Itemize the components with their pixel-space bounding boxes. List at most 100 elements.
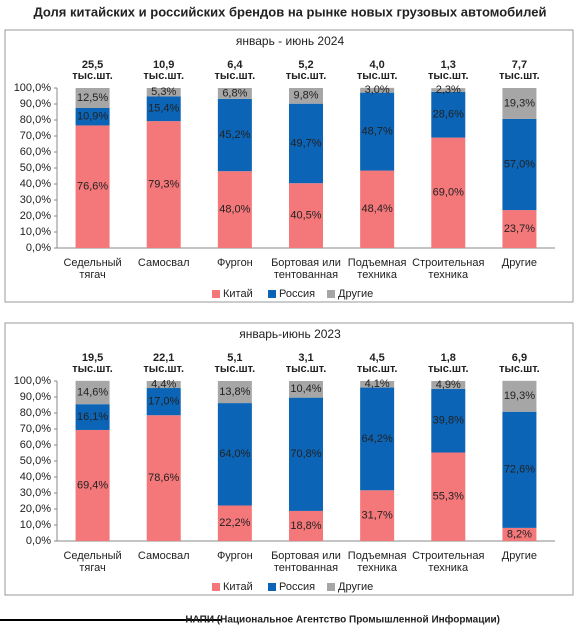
- y-tick-label: 80,0%: [20, 407, 51, 419]
- chart-subtitle: январь-июнь 2023: [239, 327, 341, 341]
- data-label: 10,4%: [290, 383, 321, 395]
- data-label: 4,4%: [151, 378, 176, 390]
- total-unit: тыс.шт.: [143, 70, 184, 82]
- x-tick-label: Седельный тягач: [63, 550, 122, 574]
- bar-segment: [502, 380, 537, 412]
- legend-label: Другие: [338, 288, 373, 300]
- data-label: 49,7%: [290, 137, 321, 149]
- x-tick-label: Подъемная техника: [347, 257, 407, 281]
- data-label: 72,6%: [504, 464, 535, 476]
- bar-segment: [217, 88, 252, 99]
- source: НАПИ (Национальное Агентство Промышленно…: [185, 614, 500, 626]
- bar-segment: [75, 429, 110, 541]
- bar-segment: [146, 381, 181, 389]
- x-tick-label: Самосвал: [137, 550, 190, 562]
- bar-segment: [75, 108, 110, 126]
- bar-segment: [217, 403, 252, 506]
- y-tick-label: 60,0%: [20, 146, 51, 158]
- data-label: 15,4%: [148, 103, 179, 115]
- bar-segment: [431, 137, 466, 248]
- data-label: 69,4%: [77, 479, 108, 491]
- bar-segment: [146, 415, 181, 541]
- bar-segment: [217, 505, 252, 541]
- bar-segment: [431, 91, 466, 138]
- total-unit: тыс.шт.: [428, 363, 469, 375]
- bar-segment: [360, 92, 395, 171]
- y-tick-label: 100,0%: [14, 375, 52, 387]
- total-label: 7,7: [512, 59, 527, 71]
- bar-segment: [431, 452, 466, 541]
- data-label: 5,3%: [151, 86, 176, 98]
- total-unit: тыс.шт.: [286, 70, 327, 82]
- chart-frame: [4, 29, 574, 303]
- legend-label: Россия: [279, 288, 315, 300]
- bar-segment: [502, 88, 537, 119]
- data-label: 40,5%: [290, 210, 321, 222]
- data-label: 16,1%: [77, 411, 108, 423]
- bar-segment: [146, 88, 181, 97]
- x-tick-label: Седельный тягач: [63, 257, 122, 281]
- bar-segment: [146, 96, 181, 122]
- data-label: 48,0%: [219, 204, 250, 216]
- total-label: 25,5: [82, 59, 103, 71]
- data-label: 45,2%: [219, 129, 250, 141]
- y-tick-label: 30,0%: [20, 487, 51, 499]
- x-tick-label: Строительная техника: [412, 257, 485, 281]
- total-unit: тыс.шт.: [357, 363, 398, 375]
- y-tick-label: 90,0%: [20, 98, 51, 110]
- total-unit: тыс.шт.: [286, 363, 327, 375]
- bar-segment: [502, 210, 537, 248]
- data-label: 69,0%: [433, 187, 464, 199]
- data-label: 4,9%: [436, 379, 461, 391]
- chart-subtitle: январь - июнь 2024: [236, 34, 345, 48]
- total-unit: тыс.шт.: [428, 70, 469, 82]
- data-label: 64,2%: [362, 433, 393, 445]
- bar-segment: [431, 381, 466, 389]
- bar-segment: [360, 387, 395, 491]
- bar-segment: [75, 88, 110, 108]
- bar-segment: [146, 388, 181, 416]
- bar-segment: [431, 88, 466, 92]
- y-tick-label: 10,0%: [20, 519, 51, 531]
- data-label: 57,0%: [504, 158, 535, 170]
- data-label: 10,9%: [77, 111, 108, 123]
- total-label: 1,8: [441, 352, 456, 364]
- data-label: 6,8%: [222, 87, 247, 99]
- total-label: 3,1: [298, 352, 313, 364]
- bar-segment: [75, 125, 110, 248]
- data-label: 22,2%: [219, 517, 250, 529]
- bar-segment: [360, 87, 395, 93]
- bar-segment: [289, 510, 323, 541]
- legend-label: Россия: [279, 581, 315, 593]
- x-tick-label: Самосвал: [137, 257, 190, 269]
- data-label: 31,7%: [362, 510, 393, 522]
- data-label: 14,6%: [77, 386, 108, 398]
- data-label: 13,8%: [219, 386, 250, 398]
- y-tick-label: 60,0%: [20, 439, 51, 451]
- bar-segment: [289, 381, 323, 398]
- bar-segment: [360, 381, 395, 388]
- total-unit: тыс.шт.: [143, 363, 184, 375]
- data-label: 3,0%: [365, 84, 390, 96]
- bar-segment: [217, 98, 252, 172]
- total-label: 6,4: [227, 59, 243, 71]
- y-tick-label: 100,0%: [14, 82, 52, 94]
- bar-segment: [217, 381, 252, 404]
- legend-swatch: [327, 583, 335, 591]
- legend-swatch: [268, 583, 276, 591]
- data-label: 8,2%: [507, 528, 532, 540]
- data-label: 23,7%: [504, 223, 535, 235]
- data-label: 19,3%: [504, 390, 535, 402]
- x-tick-label: Бортовая или тентованная: [271, 257, 341, 281]
- legend-label: Китай: [223, 581, 253, 593]
- x-tick-label: Подъемная техника: [347, 550, 407, 574]
- data-label: 2,3%: [436, 84, 461, 96]
- total-unit: тыс.шт.: [72, 70, 113, 82]
- x-tick-label: Другие: [501, 257, 538, 269]
- bar-segment: [75, 380, 110, 405]
- x-tick-label: Фургон: [216, 257, 253, 269]
- bar-segment: [431, 388, 466, 453]
- page-title: Доля китайских и российских брендов на р…: [34, 4, 547, 19]
